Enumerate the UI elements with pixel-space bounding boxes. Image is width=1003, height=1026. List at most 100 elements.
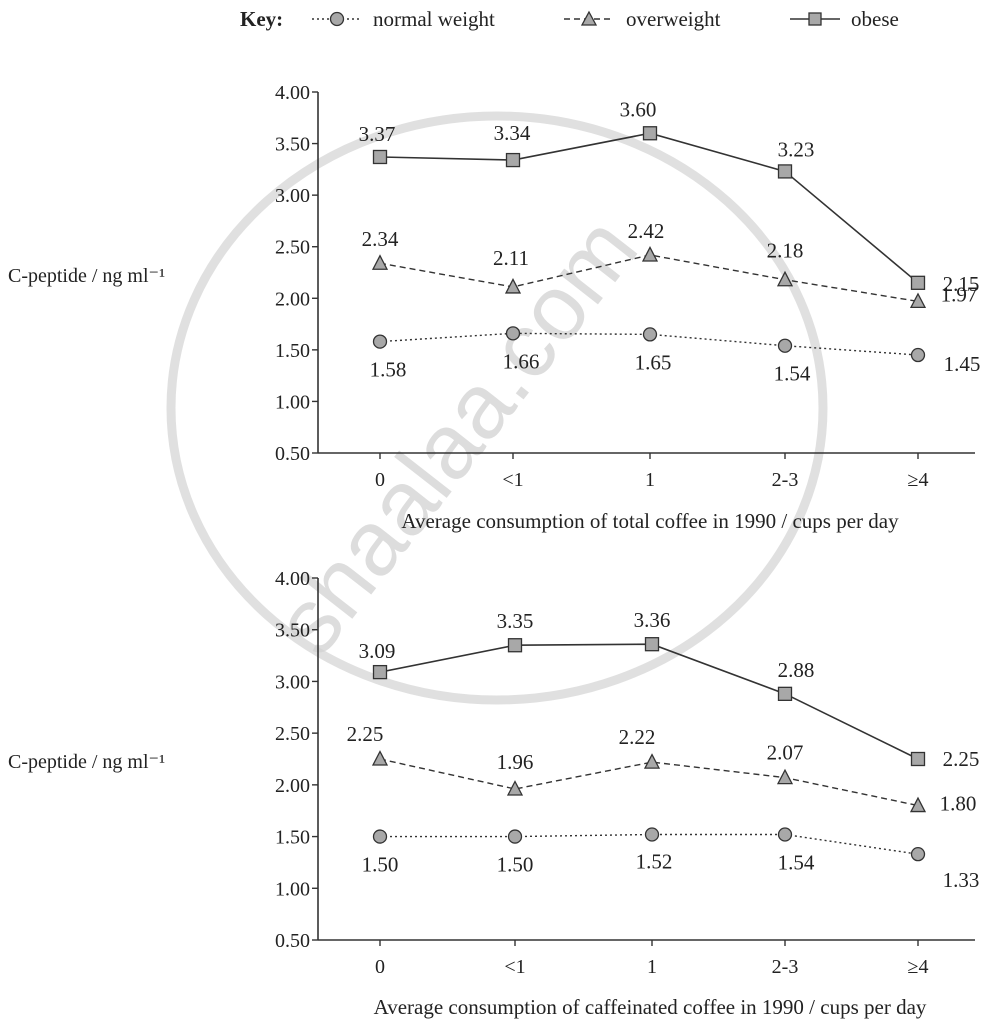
data-point-obese — [372, 664, 388, 680]
data-point-normal-weight — [372, 829, 388, 844]
y-tick-label: 2.00 — [275, 775, 310, 797]
x-axis-title: Average consumption of caffeinated coffe… — [374, 995, 927, 1019]
data-point-obese — [372, 149, 388, 165]
data-label-normal-weight: 1.50 — [497, 853, 534, 877]
data-label-obese: 3.37 — [359, 122, 396, 146]
data-point-normal-weight — [505, 326, 521, 341]
y-tick-label: 1.50 — [275, 827, 310, 849]
data-label-overweight: 1.97 — [941, 282, 978, 306]
data-point-overweight — [641, 246, 659, 262]
watermark-ring — [166, 111, 828, 705]
legend-label-normal-weight: normal weight — [373, 7, 495, 31]
data-point-obese — [507, 638, 523, 653]
data-label-overweight: 2.22 — [619, 725, 656, 749]
data-point-obese — [777, 164, 793, 179]
data-point-obese — [505, 152, 521, 168]
y-tick-label: 3.00 — [275, 671, 310, 693]
y-tick-label: 2.50 — [275, 237, 310, 259]
legend-marker-square — [808, 12, 822, 26]
watermark-text: shaalaa.com — [255, 198, 657, 672]
data-point-normal-weight — [777, 338, 793, 353]
data-label-obese: 2.88 — [778, 658, 815, 682]
data-label-normal-weight: 1.54 — [774, 362, 811, 386]
data-point-overweight — [643, 753, 661, 769]
data-point-overweight — [371, 750, 389, 766]
y-tick-label: 1.00 — [275, 391, 310, 413]
x-tick-label: <1 — [504, 956, 525, 978]
data-label-obese: 3.23 — [778, 137, 815, 161]
data-label-overweight: 1.96 — [497, 750, 534, 774]
data-point-overweight — [776, 768, 794, 785]
data-label-overweight: 2.42 — [628, 219, 665, 243]
x-axis-title: Average consumption of total coffee in 1… — [401, 509, 899, 533]
data-label-overweight: 1.80 — [940, 792, 977, 816]
data-point-overweight — [909, 796, 927, 813]
series-line-overweight — [379, 758, 919, 807]
legend-entry-overweight: overweight — [564, 7, 721, 31]
data-point-overweight — [504, 278, 522, 294]
y-tick-label: 2.50 — [275, 723, 310, 745]
data-point-overweight — [506, 780, 524, 796]
data-label-normal-weight: 1.66 — [503, 349, 540, 373]
data-point-normal-weight — [777, 827, 793, 842]
data-label-obese: 3.09 — [359, 639, 396, 663]
y-tick-label: 0.50 — [275, 930, 310, 952]
data-label-obese: 2.15 — [943, 272, 980, 296]
y-tick-label: 4.00 — [275, 82, 310, 104]
data-label-obese: 3.35 — [497, 609, 534, 633]
data-point-normal-weight — [507, 829, 523, 844]
data-point-normal-weight — [372, 334, 388, 349]
legend-label-overweight: overweight — [626, 7, 721, 31]
data-point-normal-weight — [644, 827, 660, 842]
data-label-overweight: 2.18 — [767, 239, 804, 263]
data-label-obese: 3.34 — [494, 121, 531, 145]
data-label-overweight: 2.34 — [362, 227, 399, 251]
x-tick-label: 0 — [375, 956, 385, 978]
data-label-overweight: 2.07 — [767, 741, 804, 765]
data-label-normal-weight: 1.33 — [943, 868, 980, 892]
x-tick-label: 1 — [645, 469, 655, 491]
data-label-obese: 3.60 — [620, 97, 657, 121]
data-label-normal-weight: 1.58 — [370, 358, 407, 382]
y-tick-label: 3.00 — [275, 185, 310, 207]
series-line-normal-weight — [380, 833, 919, 855]
legend-key: Key: normal weight overweight obese — [240, 7, 899, 31]
y-tick-label: 3.50 — [275, 134, 310, 156]
legend-label-obese: obese — [851, 7, 899, 31]
x-tick-label: 0 — [375, 469, 385, 491]
y-tick-label: 1.00 — [275, 878, 310, 900]
data-label-normal-weight: 1.50 — [362, 853, 399, 877]
data-label-normal-weight: 1.54 — [778, 851, 815, 875]
chart-caffeinated-coffee: 0.50 1.00 1.50 2.00 2.50 3.00 3.50 4.00 0 <1 1 2-3 ≥… — [8, 568, 979, 1019]
legend-marker-triangle — [580, 10, 598, 26]
x-tick-label: ≥4 — [908, 956, 929, 978]
data-label-obese: 3.36 — [634, 608, 671, 632]
data-label-overweight: 2.25 — [347, 722, 384, 746]
data-point-normal-weight — [910, 347, 926, 363]
legend-entry-obese: obese — [790, 7, 899, 31]
data-label-obese: 2.25 — [943, 747, 980, 771]
data-label-normal-weight: 1.45 — [944, 352, 981, 376]
x-tick-label: 1 — [647, 956, 657, 978]
x-tick-label: 2-3 — [772, 956, 799, 978]
data-point-obese — [644, 637, 660, 652]
x-tick-label: <1 — [502, 469, 523, 491]
chart-total-coffee: 0.50 1.00 1.50 2.00 2.50 3.00 3.50 4.00 0 <1 1 2-3 ≥… — [8, 82, 980, 533]
y-tick-label: 0.50 — [275, 443, 310, 465]
data-point-obese — [910, 275, 926, 290]
data-point-obese — [910, 751, 926, 767]
legend-marker-circle — [329, 11, 345, 27]
y-tick-label: 2.00 — [275, 288, 310, 310]
data-point-obese — [777, 686, 793, 701]
data-point-normal-weight — [642, 327, 658, 342]
legend-key-label: Key: — [240, 7, 283, 31]
legend-entry-normal-weight: normal weight — [312, 7, 495, 31]
data-point-normal-weight — [910, 847, 926, 862]
data-point-overweight — [371, 254, 389, 270]
y-tick-label: 3.50 — [275, 620, 310, 642]
x-tick-label: ≥4 — [908, 469, 929, 491]
data-label-normal-weight: 1.65 — [635, 350, 672, 374]
y-tick-label: 1.50 — [275, 340, 310, 362]
y-tick-label: 4.00 — [275, 568, 310, 590]
